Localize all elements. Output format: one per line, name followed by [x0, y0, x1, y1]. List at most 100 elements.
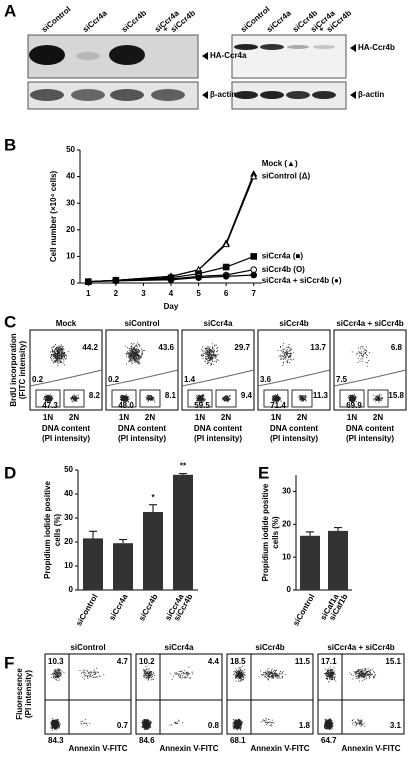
dot: [123, 398, 125, 400]
dot: [376, 398, 378, 400]
dot: [99, 676, 101, 677]
dot: [54, 725, 56, 727]
dot: [212, 350, 214, 351]
dot: [302, 398, 303, 400]
gate-value: 7.5: [336, 375, 348, 384]
dot: [354, 399, 355, 400]
dot: [366, 357, 367, 358]
dot: [379, 399, 381, 401]
dot: [180, 675, 181, 677]
plot-frame: [181, 329, 255, 411]
dot: [44, 400, 46, 401]
dot: [365, 352, 367, 353]
dot: [228, 398, 230, 400]
dot: [275, 395, 277, 397]
dot: [198, 397, 200, 399]
y-tick-label: 0: [69, 585, 74, 594]
plot-title: siCcr4b: [279, 319, 308, 328]
dot: [145, 726, 147, 728]
dot: [86, 669, 88, 671]
dot: [352, 395, 354, 397]
x-axis-label: DNA content: [42, 424, 90, 433]
dot: [59, 670, 61, 672]
dot: [129, 360, 131, 362]
dot: [212, 347, 213, 349]
legend-label: siCcr4a (■): [262, 252, 304, 261]
dot: [274, 398, 275, 399]
dot: [379, 396, 381, 398]
dot: [130, 345, 132, 347]
dot: [282, 355, 284, 357]
dot: [54, 350, 56, 352]
dot: [57, 349, 58, 351]
dot: [58, 725, 60, 727]
dot: [204, 398, 206, 400]
dot: [125, 396, 126, 397]
dot: [50, 396, 51, 398]
dot: [151, 674, 153, 676]
dot: [353, 397, 355, 399]
dot: [149, 395, 151, 396]
dot: [380, 394, 382, 396]
dot: [233, 721, 235, 723]
dot: [198, 394, 199, 396]
dot: [282, 365, 284, 366]
dot: [127, 351, 128, 353]
dot: [227, 401, 229, 403]
dot: [73, 398, 75, 400]
gate-value: 43.6: [158, 343, 174, 352]
dot: [225, 397, 227, 399]
dot: [129, 348, 131, 350]
dot: [196, 395, 198, 397]
dot: [152, 398, 154, 400]
dot: [225, 395, 227, 397]
dot: [136, 349, 138, 350]
dot: [226, 398, 228, 400]
dot: [210, 352, 212, 354]
dot: [302, 397, 304, 399]
dot: [148, 676, 149, 678]
dot: [56, 347, 58, 349]
dot: [47, 398, 49, 399]
dot: [148, 727, 150, 729]
dot: [70, 398, 72, 400]
dot: [206, 358, 207, 360]
dot: [226, 395, 228, 397]
quadrant-value: 84.6: [139, 736, 155, 745]
dot: [47, 397, 49, 399]
gate-value: 13.7: [310, 343, 326, 352]
dot: [72, 398, 74, 400]
dot: [150, 724, 151, 726]
dot: [76, 398, 77, 400]
plot-title: siControl: [70, 643, 105, 652]
dot: [128, 395, 130, 397]
dot: [58, 673, 60, 675]
y-tick-label: 50: [66, 145, 75, 154]
dot: [144, 723, 146, 725]
dot: [274, 395, 276, 397]
dot: [139, 359, 141, 361]
dot: [275, 400, 277, 402]
dot: [54, 728, 56, 730]
dot: [202, 398, 204, 400]
marker: [250, 271, 258, 279]
dot: [51, 726, 53, 728]
dot: [275, 396, 276, 398]
dot: [60, 673, 62, 675]
dot: [200, 398, 201, 400]
dot: [138, 362, 140, 364]
dot: [80, 722, 82, 724]
dot: [273, 396, 275, 398]
dot: [124, 398, 125, 400]
dot: [143, 719, 145, 721]
dot: [49, 401, 51, 403]
dot: [288, 350, 290, 352]
dot: [54, 724, 56, 725]
dot: [58, 676, 59, 678]
dot: [64, 351, 66, 353]
dot: [200, 396, 202, 397]
dot: [47, 399, 49, 401]
dot: [89, 671, 91, 673]
band: [71, 89, 105, 101]
dot: [82, 671, 84, 673]
